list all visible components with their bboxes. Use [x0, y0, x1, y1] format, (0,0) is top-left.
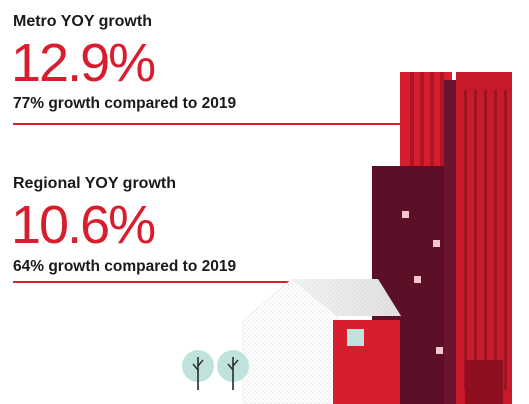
maroon-tower-right [444, 80, 458, 404]
tree-icon-right [217, 350, 249, 390]
metro-growth-value: 12.9% [11, 33, 156, 93]
regional-divider [13, 281, 373, 283]
metro-growth-caption: 77% growth compared to 2019 [13, 95, 237, 112]
red-tower-front [456, 72, 512, 404]
white-house [242, 278, 401, 404]
house-window [347, 329, 364, 346]
window [436, 347, 443, 354]
window [433, 240, 440, 247]
regional-growth-label: Regional YOY growth [13, 175, 176, 192]
regional-growth-value: 10.6% [11, 195, 156, 255]
window [414, 276, 421, 283]
tree-icon-left [182, 350, 214, 390]
metro-divider [13, 123, 405, 125]
regional-growth-caption: 64% growth compared to 2019 [13, 258, 237, 275]
metro-growth-label: Metro YOY growth [13, 13, 152, 30]
window [402, 211, 409, 218]
